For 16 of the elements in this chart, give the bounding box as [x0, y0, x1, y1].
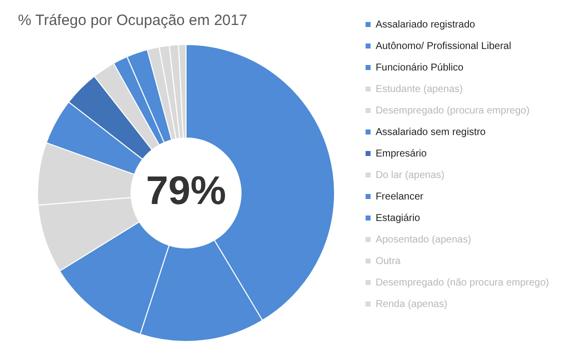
legend-label: Assalariado sem registro — [376, 126, 486, 138]
legend-label: Empresário — [376, 148, 428, 160]
legend-label: Renda (apenas) — [376, 298, 448, 310]
legend-label: Freelancer — [376, 191, 424, 202]
legend-label: Assalariado registrado — [376, 19, 476, 30]
legend-label: Funcionário Público — [376, 62, 464, 74]
legend-label: Outra — [376, 256, 402, 267]
legend-label: Desempregado (não procura emprego) — [376, 277, 550, 288]
legend-label: Autônomo/ Profissional Liberal — [376, 40, 512, 52]
legend-label: Estagiário — [376, 212, 420, 224]
legend-label: Aposentado (apenas) — [376, 234, 472, 246]
chart-title: % Tráfego por Ocupação em 2017 — [18, 12, 248, 30]
legend-label: Desempregado (procura emprego) — [376, 105, 530, 116]
legend-label: Do lar (apenas) — [376, 170, 444, 181]
legend-label: Estudante (apenas) — [376, 84, 463, 95]
text: 79% — [146, 169, 226, 214]
